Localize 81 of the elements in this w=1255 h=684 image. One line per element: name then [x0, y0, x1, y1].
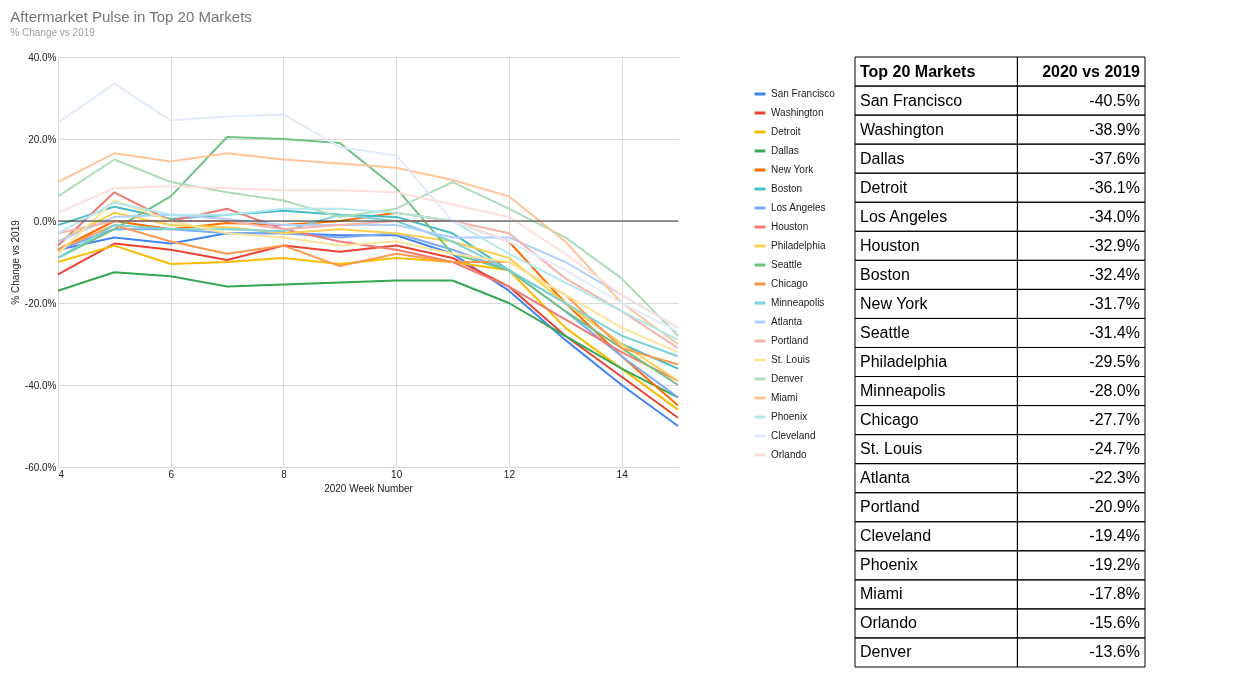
x-tick-label: 10 [391, 468, 403, 480]
line-series [57, 271, 679, 399]
legend-label: Washington [771, 107, 824, 118]
legend-label: Phoenix [771, 411, 808, 422]
x-axis-title: 2020 Week Number [324, 482, 414, 494]
y-tick-label: -20.0% [24, 297, 57, 309]
category-label: Atlanta [860, 469, 910, 487]
text: 2020 vs 2019 [1042, 62, 1141, 80]
text: -27.7% [1089, 411, 1140, 429]
text: -38.9% [1089, 120, 1140, 138]
text: -19.2% [1089, 556, 1140, 574]
x-tick-label: 8 [281, 468, 288, 480]
category-label: New York [860, 294, 929, 312]
text: -36.1% [1089, 178, 1140, 196]
legend-label: Philadelphia [771, 240, 826, 251]
legend-label: Boston [771, 183, 803, 194]
x-tick-label: 14 [616, 468, 629, 480]
text: -22.3% [1089, 469, 1140, 487]
category-label: Cleveland [860, 527, 932, 545]
legend-label: Miami [771, 392, 798, 403]
legend-label: Los Angeles [771, 202, 826, 213]
category-label: Minneapolis [860, 382, 946, 400]
category-label: Philadelphia [860, 353, 948, 370]
x-tick-label: 12 [503, 468, 516, 480]
y-tick-label: 0.0% [33, 215, 57, 227]
legend-label: Chicago [771, 278, 809, 289]
legend-label: St. Louis [771, 354, 810, 365]
category-label: Dallas [860, 149, 905, 167]
legend-label: Atlanta [771, 316, 803, 327]
legend-label: Dallas [771, 145, 799, 156]
legend-label: Seattle [771, 259, 803, 270]
category-label: Orlando [860, 614, 918, 632]
text: -13.6% [1089, 643, 1140, 661]
text: -17.8% [1089, 585, 1140, 603]
text: -32.9% [1089, 236, 1140, 254]
category-label: Houston [860, 236, 920, 254]
text: -15.6% [1089, 614, 1140, 632]
text: -19.4% [1089, 527, 1140, 545]
legend-label: Portland [771, 335, 809, 346]
text: -37.6% [1089, 149, 1140, 167]
legend-label: Houston [771, 221, 809, 232]
category-label: Washington [860, 120, 944, 138]
text: -31.4% [1089, 323, 1140, 341]
x-tick-label: 4 [58, 468, 65, 480]
text: Top 20 Markets [860, 62, 976, 80]
y-tick-label: -40.0% [24, 379, 57, 391]
chart-title: Aftermarket Pulse in Top 20 Markets [10, 8, 252, 25]
category-label: Denver [860, 643, 913, 661]
chart-subtitle: % Change vs 2019 [10, 27, 96, 38]
text: -32.4% [1089, 265, 1140, 283]
legend-label: Minneapolis [771, 297, 825, 308]
category-label: Boston [860, 265, 910, 283]
line-series [57, 82, 679, 333]
legend-label: San Francisco [771, 88, 836, 99]
category-label: Phoenix [860, 556, 918, 574]
legend-label: Orlando [771, 449, 808, 460]
category-label: Miami [860, 585, 903, 603]
legend-label: Detroit [771, 126, 801, 137]
text: -24.7% [1089, 440, 1140, 458]
text: -29.5% [1089, 353, 1140, 370]
y-tick-label: 40.0% [28, 51, 57, 63]
text: -40.5% [1089, 91, 1140, 109]
legend-label: New York [771, 164, 815, 175]
text: -28.0% [1089, 382, 1140, 400]
category-label: Seattle [860, 323, 910, 341]
legend-label: Denver [771, 373, 804, 384]
text: -34.0% [1089, 207, 1140, 225]
legend-label: Cleveland [771, 430, 816, 441]
line-series [57, 185, 679, 329]
category-label: Chicago [860, 411, 919, 429]
category-label: Detroit [860, 178, 908, 196]
category-label: Los Angeles [860, 207, 948, 225]
category-label: Portland [860, 498, 920, 516]
y-axis-title: % Change vs 2019 [9, 219, 21, 305]
x-tick-label: 6 [168, 468, 175, 480]
y-tick-label: 20.0% [28, 133, 57, 145]
text: -20.9% [1089, 498, 1140, 516]
category-label: San Francisco [860, 91, 963, 109]
y-tick-label: -60.0% [24, 461, 57, 473]
text: -31.7% [1089, 294, 1140, 312]
category-label: St. Louis [860, 440, 923, 458]
